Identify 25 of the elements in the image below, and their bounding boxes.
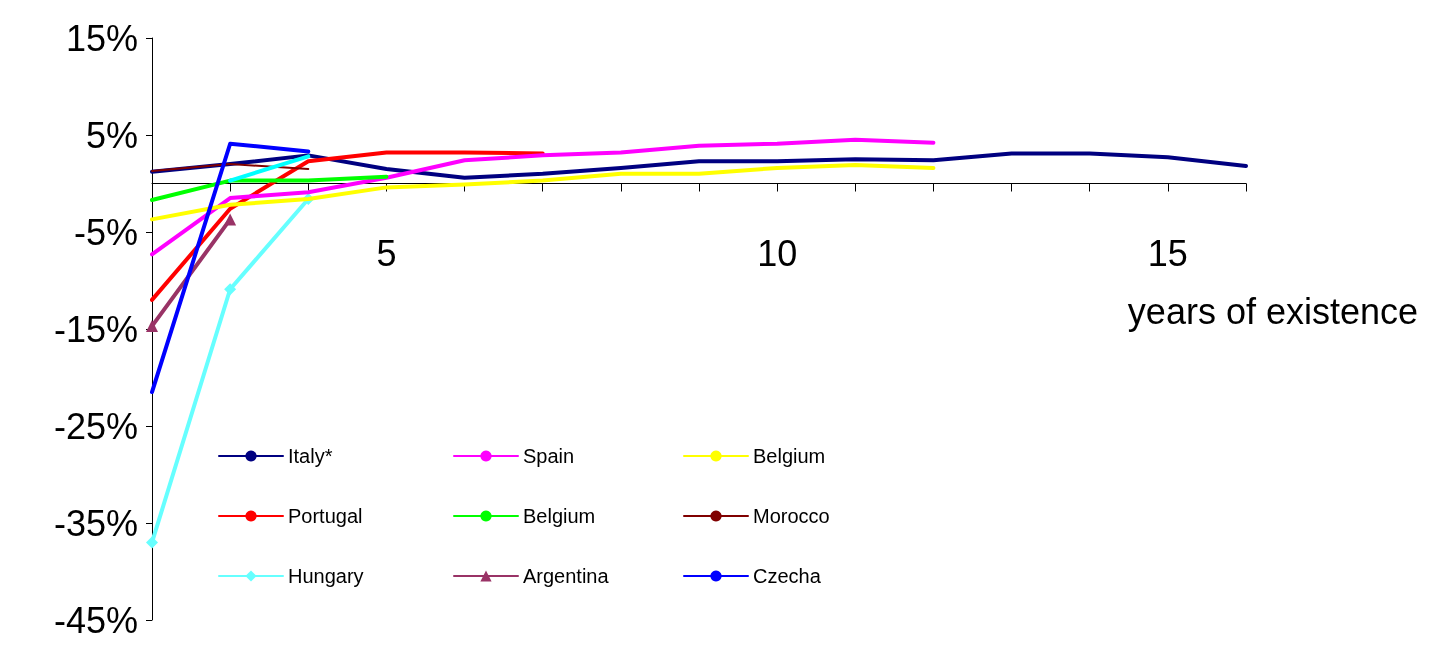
line-series [150,150,545,302]
legend-label: Morocco [753,505,830,527]
y-tick-label: -15% [53,308,138,350]
y-tick-label: 15% [65,17,138,59]
y-tick-label: 5% [85,114,138,156]
point [146,536,158,549]
y-tick-label: -5% [73,211,138,253]
legend-label: Czecha [753,565,822,587]
y-tick-label: -35% [53,502,138,544]
legend-label: Spain [523,445,575,467]
legend-label: Argentina [523,565,610,587]
legend-label: Belgium [753,445,826,467]
legend-label: Portugal [288,505,363,527]
legend-label: Belgium [523,505,596,527]
legend-label: Hungary [288,565,364,587]
line-series [150,163,936,222]
y-tick-label: -45% [53,599,138,641]
line-series [150,151,1248,180]
x-tick-label: 5 [376,233,397,274]
legend-label: Italy* [288,445,333,467]
x-tick-label: 15 [1147,233,1188,274]
y-tick-label: -25% [53,405,138,447]
x-tick-label: 10 [757,233,798,274]
x-axis-title: years of existence [1127,290,1419,332]
point [224,283,237,296]
